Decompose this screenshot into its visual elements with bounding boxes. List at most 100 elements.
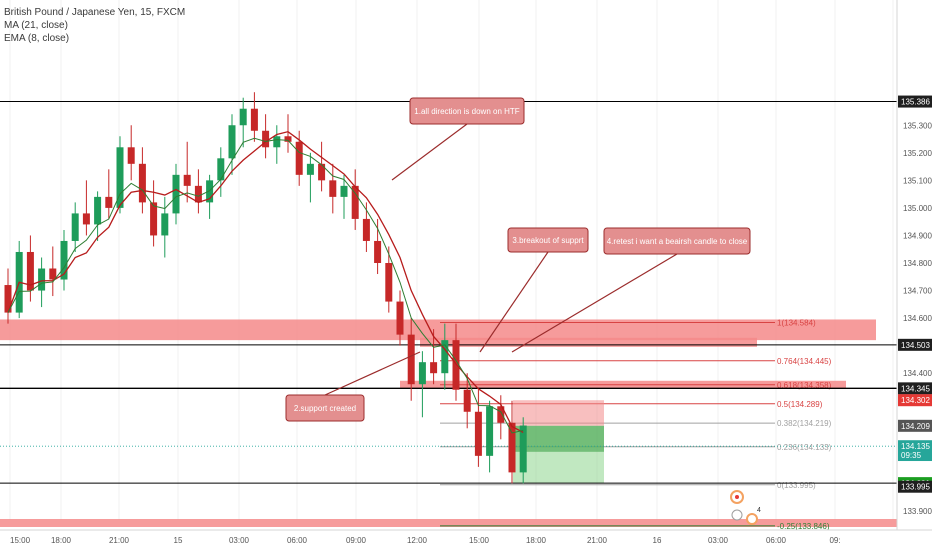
resistance-zone-lower[interactable] [420,337,757,347]
fibonacci-retracement[interactable]: 1(134.584) 0.764(134.445) 0.618(134.358) 0.… [440,319,832,531]
candle-body [306,163,314,175]
candle-body [94,196,102,225]
price-label-box [898,449,932,462]
time-tick-label: 21:00 [109,536,130,545]
candle-body [284,136,292,142]
event-markers[interactable]: 4 [730,490,761,525]
price-label-box [898,338,932,351]
candle-body [183,174,191,186]
price-label-text: 135.386 [901,98,930,107]
candle-body [463,389,471,412]
time-tick-label: 03:00 [708,536,729,545]
annotation-box[interactable] [285,394,365,422]
economic-event-dot [735,495,739,499]
fib-level-label: 0(133.995) [777,481,816,490]
current-profit-area [513,425,604,452]
candle-body [116,147,124,208]
candle-body [486,406,494,456]
price-label-box [898,394,932,407]
candle-body [127,147,135,164]
candle-body [396,301,404,335]
candle-body [26,251,34,291]
fib-level-label: -0.25(133.846) [777,522,830,531]
plot-background [0,0,897,520]
price-label-text: 134.302 [901,396,930,405]
candle-body [474,411,482,456]
price-tick-label: 133.900 [903,507,932,516]
ema-8-line [7,137,524,434]
candle-body [385,263,393,302]
price-label-box [898,95,932,108]
fib-level-label: 0.236(134.133) [777,443,832,452]
candle-body [519,425,527,473]
price-label-text: 134.503 [901,341,930,350]
candle-body [60,240,68,280]
candle-body [340,185,348,197]
candle-body [295,141,303,175]
stop-loss-area[interactable] [513,400,604,426]
annotations[interactable]: 1.all direction is down on HTF 2.support … [285,97,751,422]
annotation-pointer [511,253,678,353]
candle-body [441,340,449,374]
price-label-text: 09:35 [901,451,922,460]
annotation-pointer [324,351,421,396]
price-tick-label: 134.900 [903,231,932,240]
support-zone-bottom[interactable] [0,519,897,527]
moving-averages [7,130,524,434]
ema-indicator-label: EMA (8, close) [4,33,70,44]
candle-body [150,202,158,236]
price-tick-label: 135.100 [903,176,932,185]
annotation-text: 4.retest i want a beairsh candle to clos… [607,237,748,246]
candle-body [239,108,247,126]
fib-level-label: 1(134.584) [777,319,816,328]
economic-event-icon-secondary[interactable] [746,513,758,525]
time-tick-label: 21:00 [587,536,608,545]
annotation-box[interactable] [409,97,525,125]
time-tick-label: 15 [174,536,183,545]
time-tick-label: 06:00 [766,536,787,545]
short-position-tool[interactable] [513,400,604,484]
annotation-text: 2.support created [294,404,356,413]
fib-level-label: 0.618(134.358) [777,381,832,390]
candle-body [4,285,12,313]
time-tick-label: 18:00 [51,536,72,545]
price-tick-label: 134.800 [903,259,932,268]
annotation-pointer [391,123,468,181]
candle-body [71,213,79,241]
candle-body [362,218,370,241]
grid [9,0,894,520]
candle-body [418,362,426,385]
time-tick-label: 09:00 [346,536,367,545]
fib-level-label: 0.5(134.289) [777,400,823,409]
price-label-text: 134.345 [901,384,930,393]
candle-body [497,406,505,423]
time-axis[interactable]: 15:00 18:00 21:00 15 03:00 06:00 09:00 12:00 15:… [0,529,932,550]
price-label-text: 134.209 [901,422,930,431]
event-group-icon[interactable] [731,509,743,521]
candle-body [430,362,438,374]
time-tick-label: 03:00 [229,536,250,545]
time-tick-label: 15:00 [469,536,490,545]
time-tick-label: 12:00 [407,536,428,545]
candle-body [38,268,46,291]
event-count-badge: 4 [757,507,761,514]
annotation-box[interactable] [603,227,751,255]
candle-body [351,185,359,219]
price-label-box [898,419,932,432]
chart-legend: British Pound / Japanese Yen, 15, FXCM M… [4,6,185,45]
price-axis[interactable]: 135.300 135.200 135.100 135.000 134.900 134.8… [896,0,932,550]
candle-body [273,136,281,148]
candle-body [82,213,90,225]
annotation-box[interactable] [507,227,589,253]
candle-body [172,174,180,214]
candle-body [318,163,326,181]
resistance-zone[interactable] [0,319,876,341]
price-tick-label: 134.700 [903,287,932,296]
candle-body [262,130,270,148]
candle-body [105,196,113,208]
candle-body [194,185,202,203]
time-tick-label: 18:00 [526,536,547,545]
price-tick-label: 134.400 [903,369,932,378]
candle-body [250,108,258,131]
